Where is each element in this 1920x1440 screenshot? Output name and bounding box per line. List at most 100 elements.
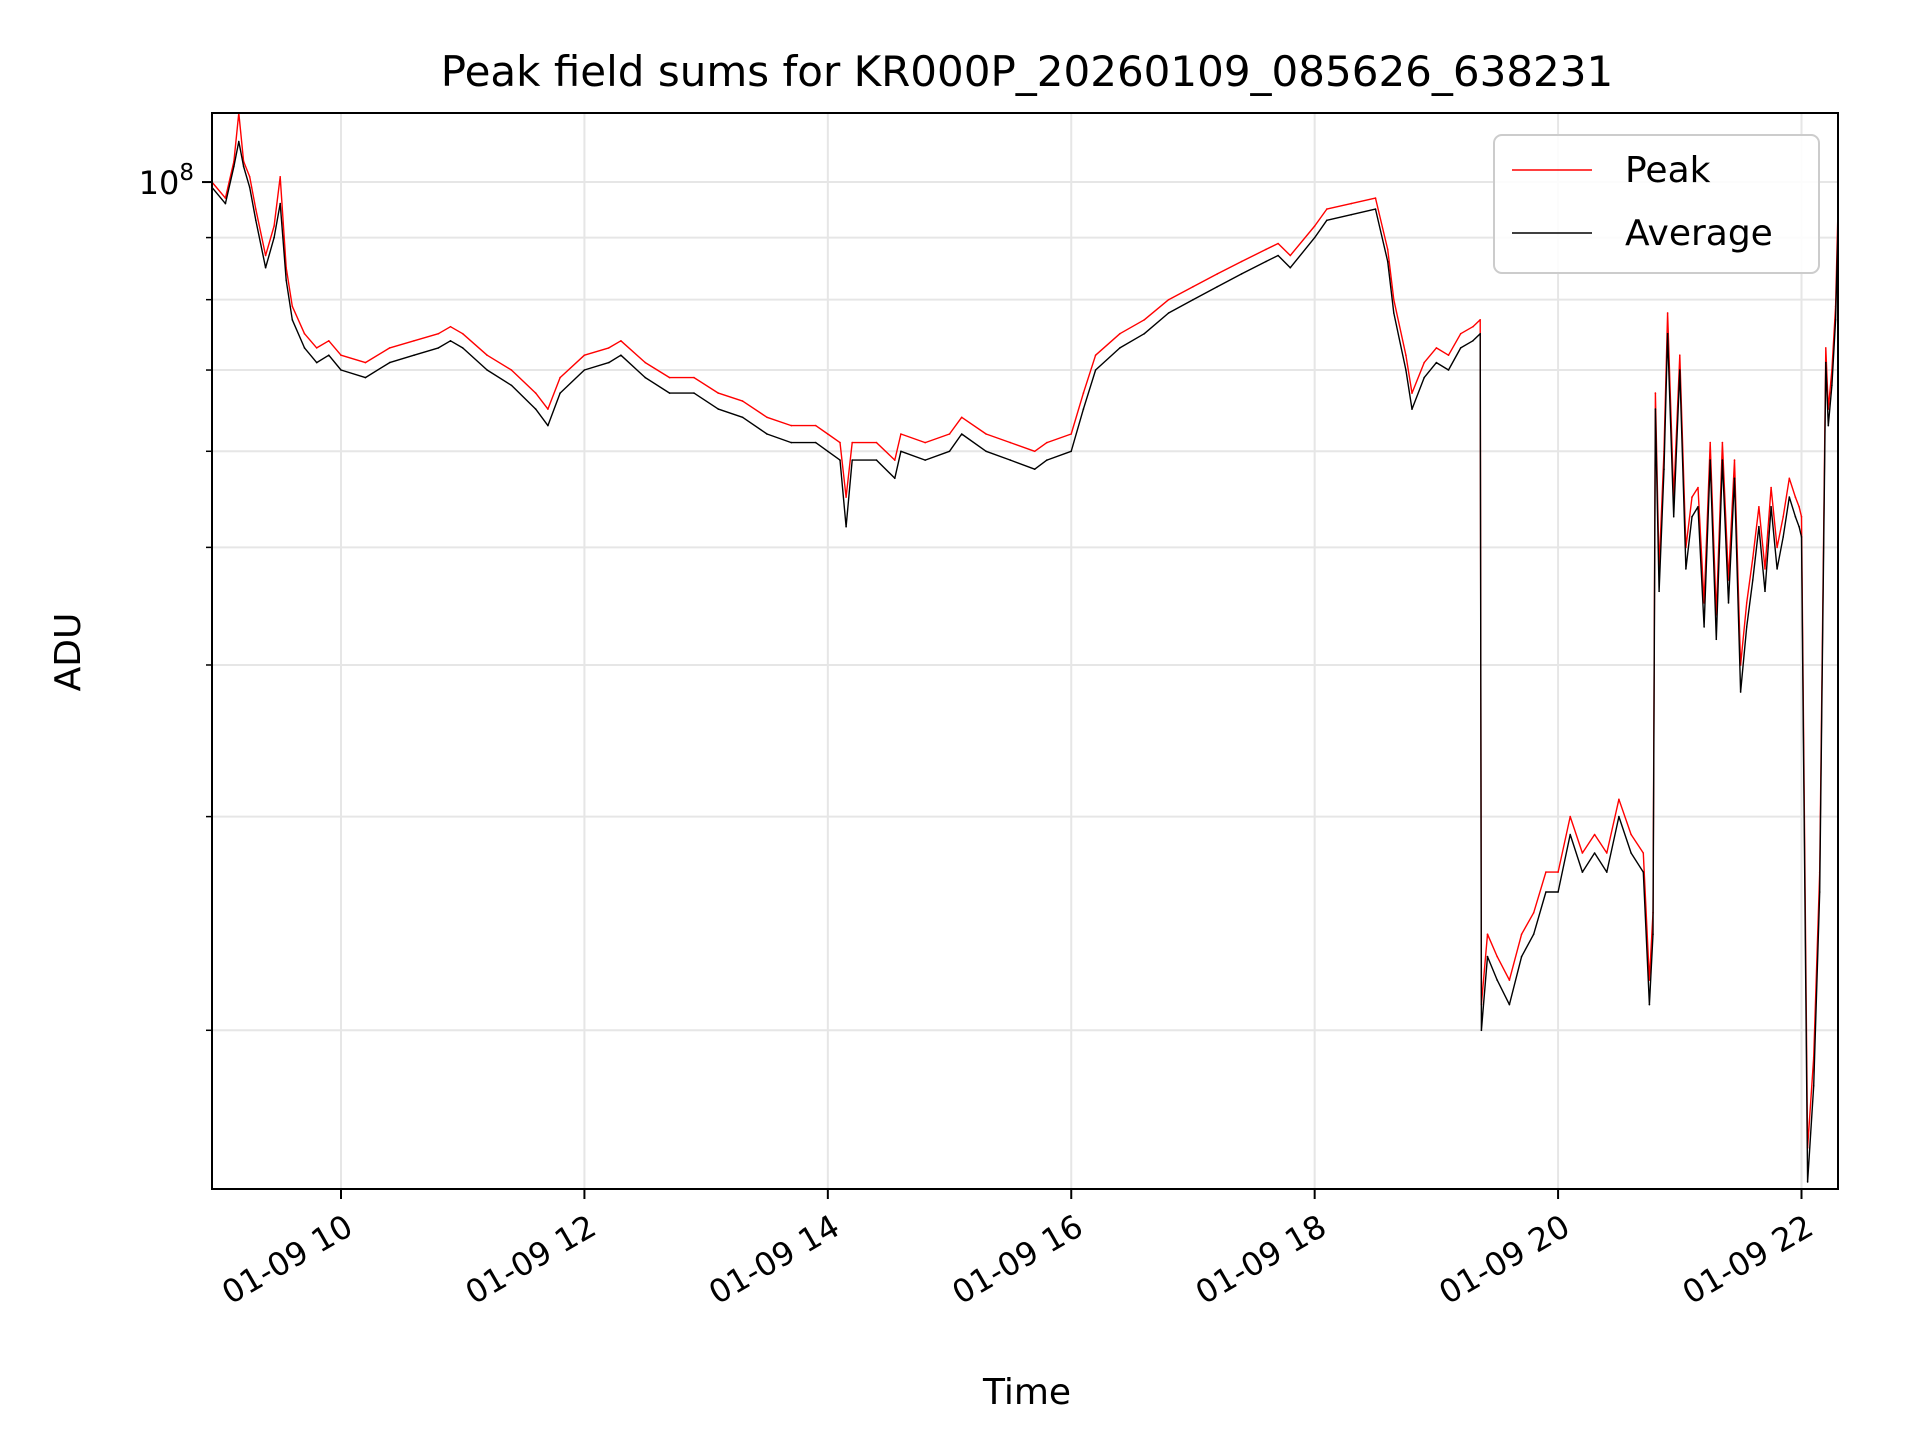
data-point-average (224, 202, 227, 205)
data-point-average (1569, 833, 1571, 836)
data-point-average (1435, 361, 1438, 364)
data-point-average (1508, 1003, 1511, 1006)
data-point-average (1658, 590, 1660, 593)
data-point-average (900, 450, 902, 453)
data-point-average (1496, 979, 1498, 981)
data-point-average (1459, 347, 1462, 349)
data-point-peak (1593, 833, 1596, 836)
data-point-average (1709, 459, 1711, 461)
data-point-peak (1277, 242, 1279, 245)
data-point-peak (264, 254, 267, 257)
data-point-average (1216, 285, 1219, 288)
data-point-peak (1618, 798, 1620, 801)
data-point-average (1630, 852, 1632, 854)
data-point-peak (1630, 833, 1632, 836)
data-point-average (1520, 955, 1523, 958)
data-point-average (1818, 891, 1821, 893)
data-point-peak (790, 424, 793, 427)
data-point-peak (1289, 254, 1292, 257)
data-point-average (1046, 459, 1048, 461)
data-point-peak (1313, 225, 1316, 227)
data-point-average (1782, 536, 1784, 538)
data-point-average (1685, 568, 1687, 570)
data-point-peak (1405, 354, 1407, 357)
data-point-peak (1557, 871, 1559, 873)
data-point-average (790, 441, 793, 444)
data-point-average (1648, 1003, 1651, 1006)
data-point-average (1776, 568, 1778, 570)
data-point-peak (1423, 361, 1425, 364)
data-point-peak (1733, 459, 1736, 461)
data-point-average (264, 266, 267, 269)
data-point-average (1326, 219, 1328, 222)
data-point-peak (1532, 911, 1535, 914)
data-point-peak (315, 347, 318, 349)
data-point-peak (1216, 273, 1219, 275)
data-point-peak (1447, 354, 1450, 357)
data-point-average (1192, 298, 1194, 301)
data-point-peak (437, 332, 440, 335)
data-point-average (1770, 506, 1772, 508)
data-point-peak (960, 416, 963, 419)
data-point-average (534, 408, 537, 410)
data-point-peak (1745, 602, 1748, 604)
data-point-average (255, 219, 257, 222)
data-point-average (1691, 515, 1693, 518)
data-point-average (814, 441, 817, 444)
data-point-peak (1411, 392, 1413, 394)
data-point-average (1532, 933, 1535, 935)
data-point-peak (1472, 325, 1474, 328)
data-point-peak (1192, 285, 1194, 288)
data-point-average (1545, 891, 1547, 893)
data-point-peak (1825, 347, 1827, 349)
data-point-peak (1679, 354, 1681, 357)
y-tick-label-base: 10 (139, 164, 180, 202)
data-point-average (1593, 852, 1596, 854)
data-point-average (1618, 815, 1620, 818)
x-axis-label: Time (982, 1372, 1071, 1413)
data-point-average (1652, 933, 1654, 935)
data-point-average (510, 384, 513, 387)
data-point-peak (1581, 852, 1584, 854)
data-point-average (437, 347, 440, 349)
data-point-average (875, 459, 878, 461)
data-point-peak (1326, 208, 1328, 210)
data-point-average (1831, 384, 1833, 387)
data-point-average (291, 319, 294, 321)
data-point-peak (1167, 298, 1170, 301)
data-point-average (1119, 347, 1121, 349)
data-point-peak (248, 176, 251, 178)
data-point-peak (839, 441, 841, 444)
data-point-peak (1758, 506, 1760, 508)
data-point-peak (1666, 312, 1669, 314)
data-point-average (233, 165, 235, 168)
data-point-average (1167, 312, 1170, 314)
series-line-average (212, 140, 1838, 1183)
data-point-peak (814, 424, 817, 427)
data-point-peak (1240, 260, 1243, 263)
data-point-average (845, 525, 847, 528)
data-point-average (1758, 525, 1760, 528)
data-point-average (1606, 871, 1608, 873)
data-point-peak (224, 197, 227, 199)
data-point-average (328, 354, 330, 357)
data-point-average (1447, 369, 1450, 371)
data-point-peak (1486, 933, 1489, 935)
data-point-average (238, 140, 240, 143)
y-tick-label-exponent: 8 (179, 160, 194, 186)
data-point-peak (1794, 496, 1797, 498)
data-point-peak (741, 400, 744, 402)
data-point-average (1800, 536, 1803, 538)
data-point-peak (985, 433, 987, 435)
data-point-peak (1009, 441, 1012, 444)
data-point-average (248, 186, 251, 189)
data-point-average (1313, 236, 1316, 239)
data-point-peak (486, 354, 488, 357)
data-point-peak (1479, 319, 1481, 321)
data-point-average (1721, 459, 1724, 461)
data-point-average (1423, 376, 1425, 379)
data-point-average (668, 392, 671, 394)
data-point-average (1289, 266, 1292, 269)
data-point-average (851, 459, 853, 461)
